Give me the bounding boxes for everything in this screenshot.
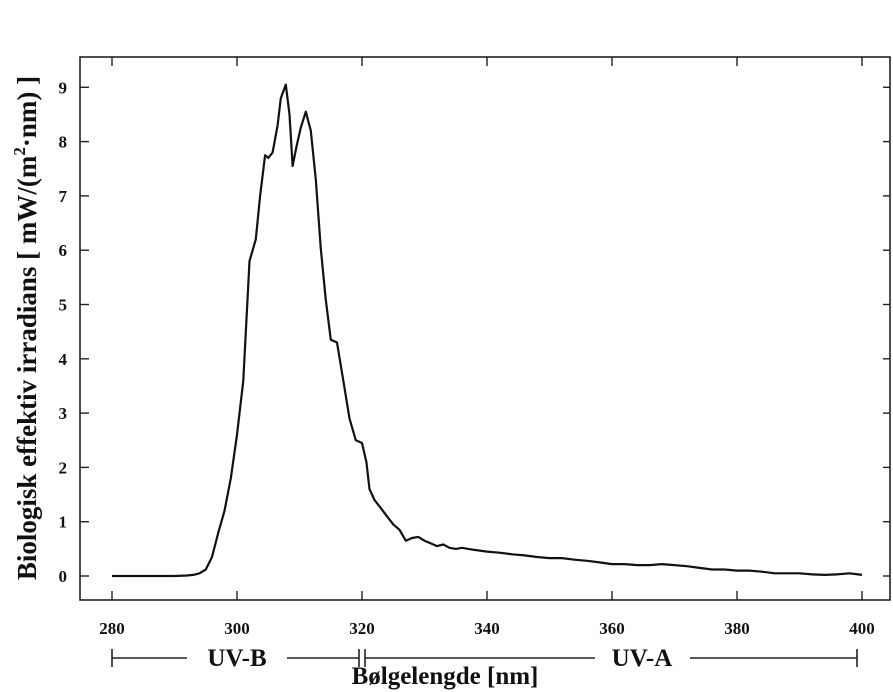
band-group: UV-B UV-A bbox=[111, 645, 858, 672]
plot-frame bbox=[79, 56, 891, 601]
y-tick-label-6: 6 bbox=[59, 241, 68, 260]
y-axis-title-tail: ·nm) ] bbox=[12, 76, 42, 147]
y-tick-label-1: 1 bbox=[59, 513, 68, 532]
y-axis-title-main: Biologisk effektiv irradians [ mW/(m bbox=[12, 155, 42, 580]
y-tick-label-2: 2 bbox=[59, 458, 68, 477]
y-tick-label-8: 8 bbox=[59, 133, 68, 152]
y-tick-label-5: 5 bbox=[59, 296, 68, 315]
y-tick-label-9: 9 bbox=[59, 78, 68, 97]
tick-group bbox=[80, 57, 890, 600]
y-axis-title: Biologisk effektiv irradians [ mW/(m2·nm… bbox=[10, 76, 42, 580]
y-tick-label-4: 4 bbox=[59, 350, 68, 369]
y-tick-label-3: 3 bbox=[59, 404, 68, 423]
y-tick-labels: 0 1 2 3 4 5 6 7 8 9 bbox=[59, 78, 68, 586]
x-tick-labels: 280 300 320 340 360 380 400 bbox=[99, 619, 875, 638]
band-uva-label: UV-A bbox=[612, 645, 673, 672]
x-tick-label-300: 300 bbox=[224, 619, 250, 638]
x-tick-label-400: 400 bbox=[849, 619, 875, 638]
x-tick-label-340: 340 bbox=[474, 619, 500, 638]
band-uvb-label: UV-B bbox=[207, 645, 266, 672]
band-uvb: UV-B bbox=[111, 645, 360, 672]
x-tick-label-360: 360 bbox=[599, 619, 625, 638]
x-tick-label-280: 280 bbox=[99, 619, 125, 638]
y-axis-title-sup: 2 bbox=[10, 147, 29, 156]
y-tick-label-7: 7 bbox=[59, 187, 68, 206]
y-tick-label-0: 0 bbox=[59, 567, 68, 586]
x-tick-label-320: 320 bbox=[349, 619, 375, 638]
x-tick-label-380: 380 bbox=[724, 619, 750, 638]
x-axis-title: Bølgelengde [nm] bbox=[352, 663, 539, 690]
irradiance-curve bbox=[112, 83, 863, 578]
band-uva: UV-A bbox=[364, 645, 858, 672]
